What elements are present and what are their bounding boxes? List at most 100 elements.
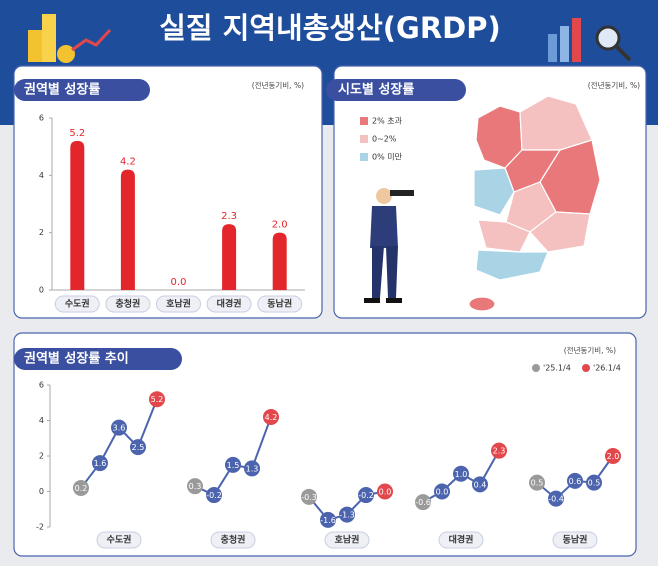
x-tick-label: 호남권 xyxy=(166,298,191,310)
point xyxy=(453,465,469,482)
coin-icon xyxy=(28,14,112,63)
point xyxy=(187,478,203,495)
unit-label: (전년동기비, %) xyxy=(252,80,304,90)
value-label: -0.6 xyxy=(415,498,431,507)
value-label: -0.2 xyxy=(358,491,374,500)
bar xyxy=(70,140,85,290)
value-label: 1.0 xyxy=(455,470,468,479)
value-label: 1.5 xyxy=(227,461,240,470)
value-label: 0.6 xyxy=(569,477,582,486)
panel xyxy=(13,332,637,557)
category-box xyxy=(438,531,484,549)
person-illustration xyxy=(364,188,414,303)
point xyxy=(320,511,336,528)
y-tick-label: 2 xyxy=(39,452,44,461)
point xyxy=(92,455,108,472)
value-label: 5.2 xyxy=(151,395,164,404)
value-label: 2.5 xyxy=(132,443,145,452)
legend-label: '26.1/4 xyxy=(593,364,621,373)
legend-swatch xyxy=(360,117,368,125)
category-box xyxy=(324,531,370,549)
unit-label: (전년동기비, %) xyxy=(564,345,616,355)
legend-label: 0% 미만 xyxy=(372,153,403,162)
y-tick-label: 2 xyxy=(39,228,44,237)
value-label: 0.5 xyxy=(588,479,601,488)
bar xyxy=(222,224,237,290)
bar xyxy=(120,169,135,290)
bar xyxy=(272,232,287,290)
value-label: -1.6 xyxy=(320,516,336,525)
legend-label: 2% 초과 xyxy=(372,117,403,126)
point xyxy=(358,487,374,504)
legend-marker xyxy=(582,364,590,372)
korea-map xyxy=(468,95,601,312)
category-box xyxy=(96,531,142,549)
panel-title: 권역별 성장률 추이 xyxy=(24,351,129,367)
value-label: 2.0 xyxy=(607,452,620,461)
value-label: 0.0 xyxy=(171,277,187,288)
legend-marker xyxy=(532,364,540,372)
value-label: -1.3 xyxy=(339,511,355,520)
point xyxy=(434,483,450,500)
value-label: 2.3 xyxy=(221,211,237,222)
point xyxy=(472,476,488,493)
panel-title-pill xyxy=(14,348,182,370)
value-label: 0.0 xyxy=(379,488,392,497)
value-label: 0.4 xyxy=(474,480,487,489)
panel-title: 시도별 성장률 xyxy=(338,82,414,98)
point xyxy=(73,479,89,496)
point xyxy=(567,472,583,489)
legend-label: '25.1/4 xyxy=(543,364,571,373)
point xyxy=(415,494,431,511)
value-label: 1.3 xyxy=(246,464,259,473)
x-tick-label: 충청권 xyxy=(221,534,246,546)
point xyxy=(225,456,241,473)
point xyxy=(339,506,355,523)
point xyxy=(244,460,260,477)
value-label: -0.2 xyxy=(206,491,222,500)
y-tick-label: 6 xyxy=(39,381,44,390)
category-box xyxy=(552,531,598,549)
point xyxy=(529,474,545,491)
x-tick-label: 동남권 xyxy=(267,298,292,310)
category-box xyxy=(257,295,303,313)
legend-swatch xyxy=(360,135,368,143)
value-label: 2.0 xyxy=(272,220,288,231)
growth-icon xyxy=(548,18,632,62)
value-label: 1.6 xyxy=(94,459,107,468)
point xyxy=(206,487,222,504)
point xyxy=(491,442,507,459)
category-box xyxy=(54,295,100,313)
point xyxy=(130,439,146,456)
category-box xyxy=(210,531,256,549)
value-label: 2.3 xyxy=(493,447,506,456)
panel-title: 권역별 성장률 xyxy=(24,82,100,98)
y-tick-label: 0 xyxy=(39,286,44,295)
x-tick-label: 대경권 xyxy=(217,298,242,310)
value-label: -0.3 xyxy=(301,493,317,502)
legend-swatch xyxy=(360,153,368,161)
value-label: 0.2 xyxy=(75,484,88,493)
page-title: 실질 지역내총생산(GRDP) xyxy=(159,11,501,45)
point xyxy=(586,474,602,491)
value-label: 3.6 xyxy=(113,424,126,433)
point xyxy=(548,490,564,507)
value-label: 4.2 xyxy=(120,157,136,168)
point xyxy=(263,408,279,425)
point xyxy=(149,391,165,408)
x-tick-label: 호남권 xyxy=(335,534,360,546)
value-label: 0.0 xyxy=(436,488,449,497)
value-label: 0.5 xyxy=(531,479,544,488)
y-tick-label: 4 xyxy=(39,416,44,425)
unit-label: (전년동기비, %) xyxy=(588,80,640,90)
x-tick-label: 동남권 xyxy=(563,534,588,546)
category-box xyxy=(206,295,252,313)
point xyxy=(301,488,317,505)
x-tick-label: 대경권 xyxy=(449,534,474,546)
value-label: 5.2 xyxy=(69,128,85,139)
y-tick-label: 6 xyxy=(39,114,44,123)
point xyxy=(605,448,621,464)
point xyxy=(377,483,393,500)
x-tick-label: 수도권 xyxy=(107,534,132,546)
